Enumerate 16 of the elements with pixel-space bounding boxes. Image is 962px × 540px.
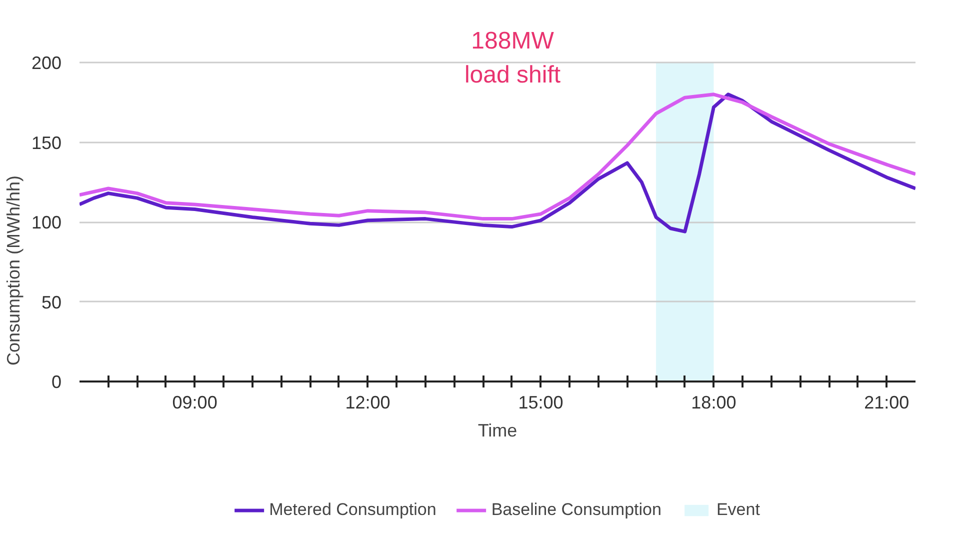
x-tick-label: 15:00 xyxy=(518,392,564,412)
y-tick-label: 50 xyxy=(41,292,62,312)
x-axis-title: Time xyxy=(478,420,518,440)
y-tick-label: 200 xyxy=(31,53,62,73)
x-tick-label: 09:00 xyxy=(172,392,218,412)
legend-label: Baseline Consumption xyxy=(491,500,662,520)
legend-label: Event xyxy=(716,500,760,520)
x-tick-label: 18:00 xyxy=(691,392,736,412)
x-tick-label: 12:00 xyxy=(345,392,390,412)
y-tick-label: 100 xyxy=(31,212,62,232)
annotation: 188MW load shift xyxy=(464,28,561,88)
y-tick-label: 0 xyxy=(51,372,62,392)
y-axis-title: Consumption (MWh/hh) xyxy=(3,175,24,366)
y-tick-label: 150 xyxy=(31,132,62,153)
legend-label: Metered Consumption xyxy=(269,500,436,520)
x-tick-label: 21:00 xyxy=(864,392,910,412)
